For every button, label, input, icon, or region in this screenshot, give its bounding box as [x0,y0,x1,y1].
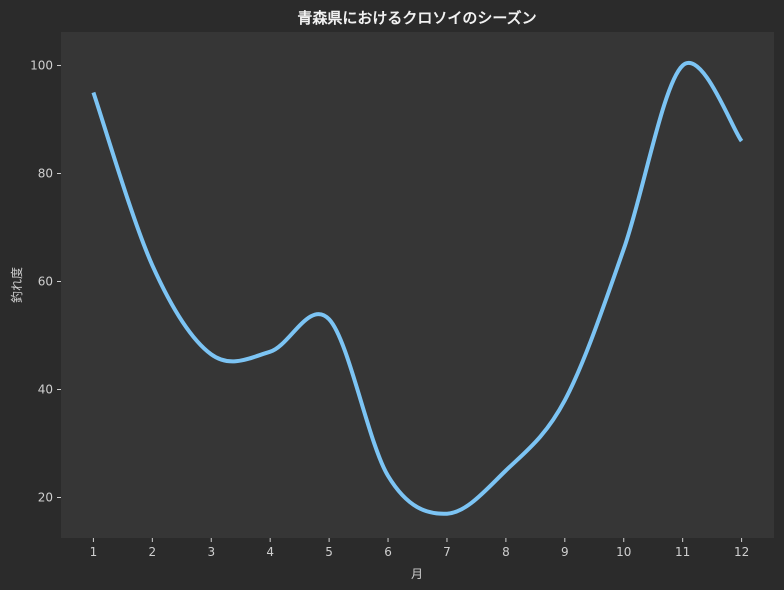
x-tick-label: 7 [443,545,451,559]
y-axis: 20 40 60 80 100 [30,58,61,504]
plot-area [61,32,774,538]
x-tick-label: 1 [90,545,98,559]
y-tick-label: 80 [38,166,53,180]
y-tick-label: 100 [30,58,53,72]
y-tick-label: 20 [38,490,53,504]
y-tick-label: 40 [38,382,53,396]
x-tick-label: 2 [149,545,157,559]
x-tick-label: 3 [207,545,215,559]
x-tick-label: 4 [266,545,274,559]
y-tick-label: 60 [38,274,53,288]
x-tick-label: 12 [734,545,749,559]
x-tick-label: 5 [325,545,333,559]
x-tick-label: 11 [675,545,690,559]
y-axis-label: 釣れ度 [9,267,24,303]
x-tick-label: 8 [502,545,510,559]
x-tick-label: 10 [616,545,631,559]
x-tick-label: 9 [561,545,569,559]
series-line [91,60,744,516]
chart-title: 青森県におけるクロソイのシーズン [297,9,536,27]
x-tick-label: 6 [384,545,392,559]
series-layer [91,60,744,516]
x-axis: 1 2 3 4 5 6 7 8 9 10 11 12 [90,538,749,559]
x-axis-label: 月 [411,567,423,581]
